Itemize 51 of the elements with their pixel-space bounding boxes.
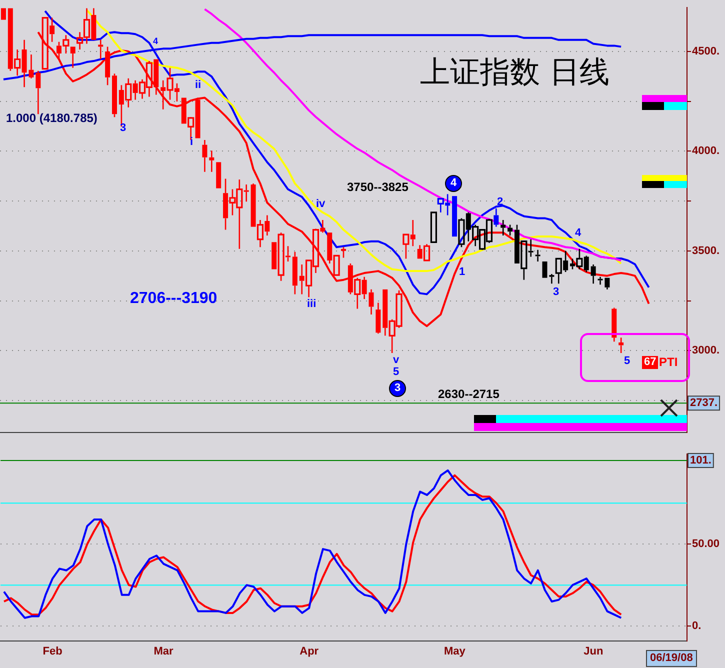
annotation: 5 [624, 355, 630, 367]
candlestick [98, 39, 104, 60]
annotation: 4 [575, 227, 582, 239]
candlestick [202, 139, 208, 173]
annotation: 4 [153, 36, 158, 46]
candlestick [549, 273, 554, 284]
annotation: 3 [553, 286, 560, 298]
annotation: v [393, 354, 400, 366]
y-tick-label: 3500. [692, 244, 720, 257]
annotation: 2 [497, 196, 504, 208]
annotation: iii [307, 298, 316, 310]
candlestick [494, 208, 499, 228]
annotation: iv [316, 198, 326, 210]
y-tick-label: 3000. [692, 344, 720, 357]
annotation: i [190, 136, 194, 148]
candlestick [590, 264, 596, 284]
candlestick [612, 307, 617, 342]
annotation: 3 [120, 122, 126, 134]
candlestick [36, 70, 41, 115]
y-tick-label: 4500. [692, 46, 720, 58]
candlestick [368, 288, 374, 316]
annotation: 3750--3825 [347, 180, 408, 194]
annotation: 67 [642, 356, 658, 369]
annotation: 1 [459, 266, 466, 278]
annotation: 2706---3190 [130, 290, 218, 307]
candlestick [292, 251, 298, 295]
candlestick [535, 249, 540, 262]
annotation: ii [195, 79, 202, 91]
y-tick-label: 4000. [692, 145, 720, 158]
x-tick-label: Apr [300, 645, 320, 658]
annotation: 1.000 (4180.785) [6, 111, 98, 125]
x-tick-label: May [444, 645, 466, 658]
text: 06/19/08 [646, 650, 697, 667]
annotation: 5 [393, 366, 400, 378]
candlestick [105, 46, 110, 86]
x-tick-label: Jun [584, 645, 604, 658]
y-tick-label: 50.00 [692, 538, 720, 550]
annotation: 3 [389, 380, 406, 397]
candlestick [500, 219, 506, 236]
x-tick-label: Mar [154, 645, 174, 658]
x-tick-label: Feb [42, 645, 63, 658]
ref-line-label: 101. [690, 454, 712, 467]
text: 上证指数 日线 [420, 55, 610, 90]
annotation: 2630--2715 [438, 387, 500, 401]
candlestick [70, 46, 76, 68]
candlestick [209, 150, 214, 173]
y-tick-label: 0. [692, 620, 702, 632]
candlestick [376, 302, 381, 334]
annotation: 4 [445, 175, 462, 192]
annotation: PTI [659, 355, 678, 369]
ref-line-label: 2737. [690, 397, 718, 410]
